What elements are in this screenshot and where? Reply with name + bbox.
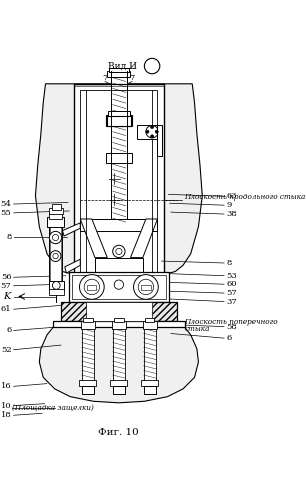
Circle shape <box>80 274 104 299</box>
Circle shape <box>50 250 61 261</box>
Text: 8: 8 <box>226 259 232 267</box>
Bar <box>74 84 164 281</box>
Text: 37: 37 <box>226 297 237 305</box>
Circle shape <box>151 135 154 138</box>
Bar <box>49 288 64 295</box>
Bar <box>50 225 61 283</box>
Circle shape <box>155 130 158 133</box>
Polygon shape <box>125 84 202 277</box>
Bar <box>113 327 125 381</box>
Text: 56: 56 <box>1 273 11 281</box>
Polygon shape <box>141 284 151 290</box>
Polygon shape <box>87 284 96 290</box>
Bar <box>61 302 177 321</box>
Bar <box>82 327 94 381</box>
Circle shape <box>53 253 58 259</box>
Bar <box>47 218 64 227</box>
Bar <box>69 271 169 302</box>
Bar <box>80 90 158 275</box>
Text: Фиг. 10: Фиг. 10 <box>99 428 139 437</box>
Bar <box>49 208 63 215</box>
Circle shape <box>49 232 62 244</box>
Bar <box>143 321 157 329</box>
Text: 6: 6 <box>226 334 232 342</box>
Bar <box>82 386 94 394</box>
Text: 60: 60 <box>226 280 237 288</box>
Circle shape <box>146 126 158 138</box>
Text: 8: 8 <box>6 233 11 241</box>
Bar <box>107 71 130 77</box>
Bar <box>108 111 130 117</box>
Text: 6: 6 <box>6 326 11 334</box>
Bar <box>83 318 93 322</box>
Text: 58: 58 <box>226 322 237 331</box>
Bar <box>110 380 127 386</box>
Text: 55: 55 <box>1 209 11 217</box>
Text: 54: 54 <box>1 200 11 208</box>
Text: 38: 38 <box>226 210 237 218</box>
Bar <box>141 380 158 386</box>
Circle shape <box>116 249 122 254</box>
Bar <box>144 386 156 394</box>
Circle shape <box>144 58 160 74</box>
Circle shape <box>146 130 149 133</box>
Bar <box>106 153 132 163</box>
Bar <box>106 116 131 126</box>
Circle shape <box>84 279 99 295</box>
Bar <box>80 380 96 386</box>
Circle shape <box>133 274 158 299</box>
Text: 57: 57 <box>1 282 11 290</box>
Circle shape <box>114 280 124 289</box>
Bar <box>49 213 62 219</box>
Circle shape <box>151 126 154 129</box>
Polygon shape <box>65 259 80 273</box>
Bar <box>72 274 166 299</box>
Polygon shape <box>80 219 107 257</box>
Bar <box>109 67 129 72</box>
Bar <box>49 223 62 284</box>
Bar <box>95 257 143 271</box>
Text: 18: 18 <box>1 411 11 419</box>
Circle shape <box>52 235 59 241</box>
Bar <box>113 386 125 394</box>
Text: 10: 10 <box>1 402 11 410</box>
Text: 7: 7 <box>102 74 108 82</box>
Text: 52: 52 <box>1 346 11 354</box>
Bar <box>80 219 158 232</box>
Bar <box>144 327 156 381</box>
Text: Плоскость поперечного: Плоскость поперечного <box>185 318 278 326</box>
Bar <box>86 302 152 321</box>
Text: 16: 16 <box>1 382 11 390</box>
Bar <box>53 321 185 327</box>
Text: 63: 63 <box>226 192 237 200</box>
Text: 57: 57 <box>226 289 237 297</box>
Bar <box>111 71 127 222</box>
Bar <box>81 321 95 329</box>
Polygon shape <box>130 219 158 257</box>
Bar <box>112 321 126 329</box>
Text: 9: 9 <box>226 201 232 209</box>
Bar <box>114 318 124 322</box>
Bar <box>106 115 132 126</box>
Text: Вид И: Вид И <box>108 61 137 70</box>
Bar <box>52 204 61 210</box>
Bar <box>158 125 162 156</box>
Polygon shape <box>62 223 80 236</box>
Text: K: K <box>3 292 11 301</box>
Text: 61: 61 <box>1 305 11 313</box>
Text: 7: 7 <box>129 74 135 82</box>
Bar <box>145 318 155 322</box>
Text: (Площадка защелки): (Площадка защелки) <box>12 404 94 412</box>
Text: Плоскость продольного стыка: Плоскость продольного стыка <box>185 193 306 202</box>
Polygon shape <box>39 327 198 403</box>
Circle shape <box>52 281 60 289</box>
Circle shape <box>113 245 125 257</box>
Bar <box>137 125 158 139</box>
Circle shape <box>138 279 154 295</box>
Text: 53: 53 <box>226 272 237 280</box>
Polygon shape <box>35 84 113 277</box>
Text: стыка: стыка <box>185 325 210 333</box>
Bar <box>49 281 64 290</box>
